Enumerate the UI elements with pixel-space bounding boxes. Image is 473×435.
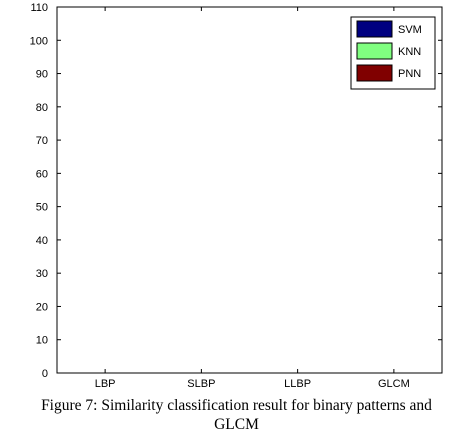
y-tick-label: 20 — [36, 301, 48, 313]
x-tick-label: GLCM — [378, 378, 410, 390]
axes-box — [56, 6, 443, 374]
y-tick-label: 80 — [36, 102, 48, 114]
figure-caption: Figure 7: Similarity classification resu… — [0, 396, 473, 434]
legend-swatch-knn — [356, 42, 393, 60]
caption-line-2: GLCM — [214, 416, 259, 433]
legend-swatch-svm — [356, 20, 393, 38]
caption-line-1: Figure 7: Similarity classification resu… — [41, 397, 432, 414]
y-tick-label: 0 — [42, 368, 48, 380]
x-tick-label: SLBP — [187, 378, 215, 390]
y-tick-label: 50 — [36, 202, 48, 214]
legend-label-svm: SVM — [398, 24, 422, 36]
y-tick-label: 110 — [30, 2, 48, 14]
chart: LBP SLBP LLBP GLCM 0 10 20 30 40 50 60 70 80 90 100 110… — [30, 2, 443, 390]
x-tick-label: LLBP — [284, 378, 311, 390]
y-tick-label: 10 — [36, 335, 48, 347]
legend-swatch-pnn — [356, 64, 393, 82]
y-tick-label: 30 — [36, 268, 48, 280]
y-tick-label: 70 — [36, 135, 48, 147]
y-tick-label: 100 — [30, 35, 48, 47]
legend-label-knn: KNN — [398, 46, 421, 58]
x-tick-label: LBP — [95, 378, 116, 390]
y-tick-label: 60 — [36, 168, 48, 180]
legend: SVM KNN PNN — [350, 16, 436, 90]
y-tick-label: 90 — [36, 69, 48, 81]
y-tick-label: 40 — [36, 235, 48, 247]
legend-label-pnn: PNN — [398, 68, 421, 80]
